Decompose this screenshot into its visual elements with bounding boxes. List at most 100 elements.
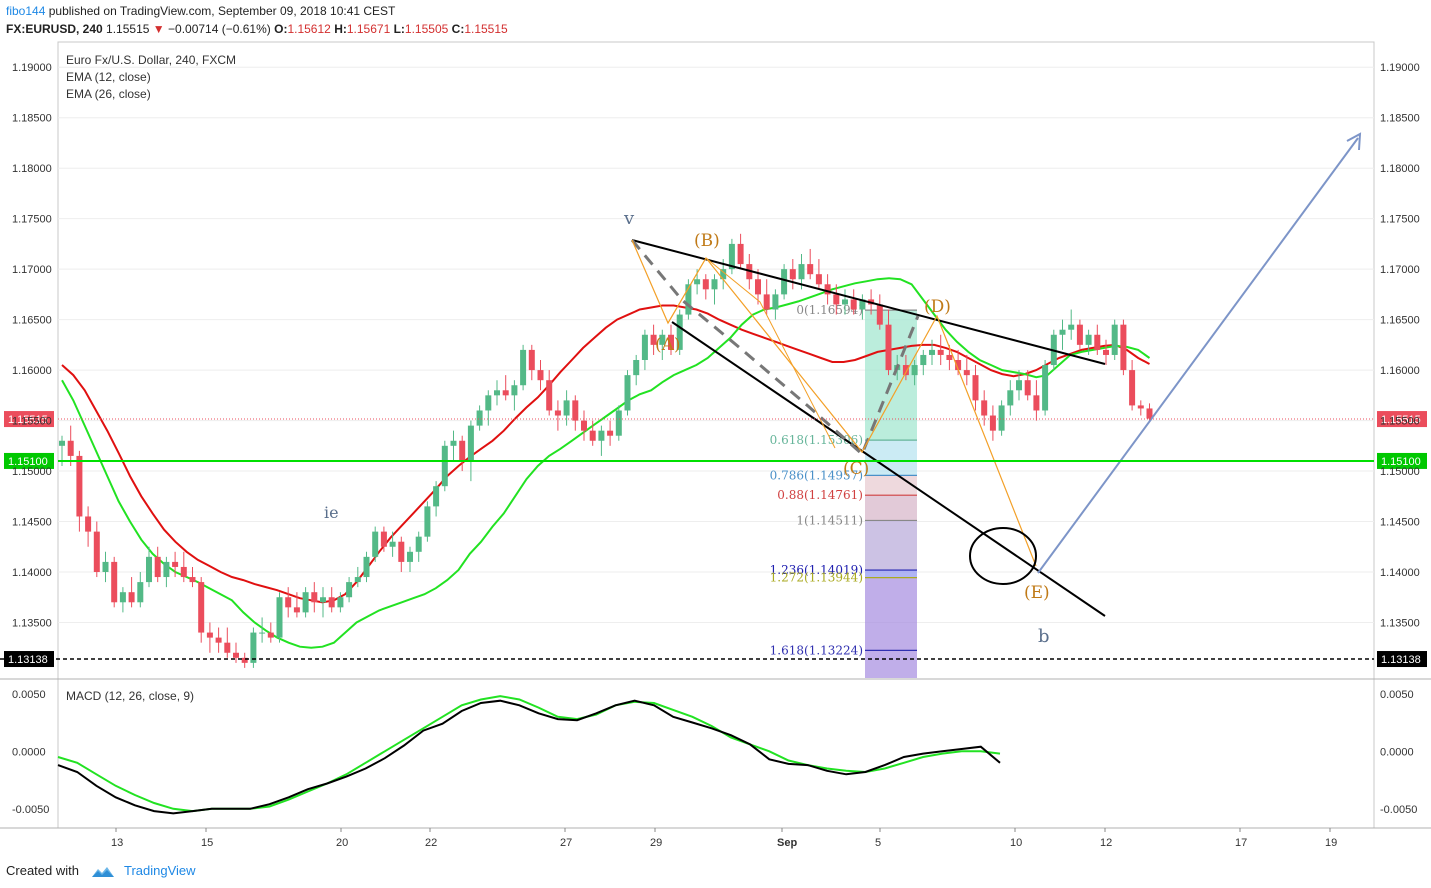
macd-y-tick-left: 0.0000 xyxy=(12,746,46,758)
candle-body xyxy=(711,279,718,290)
candle-body xyxy=(702,279,709,290)
y-tick-left: 1.14000 xyxy=(12,567,52,579)
candle-body xyxy=(59,440,65,446)
macd-y-tick-left: 0.0050 xyxy=(12,689,46,701)
candle-body xyxy=(267,632,274,638)
macd-main-line xyxy=(57,699,1001,815)
candle-body xyxy=(763,294,770,310)
candle-body xyxy=(511,385,518,396)
y-tick-right: 1.15000 xyxy=(1380,466,1420,478)
candle-body xyxy=(467,425,474,461)
candle-body xyxy=(1033,395,1040,411)
x-tick-label: Sep xyxy=(777,837,797,849)
candle-body xyxy=(450,440,457,446)
fib-zone xyxy=(865,577,917,651)
tradingview-link[interactable]: TradingView xyxy=(124,863,196,878)
x-tick-label: 10 xyxy=(1010,837,1022,849)
candle-body xyxy=(929,349,935,355)
wave-label: (A) xyxy=(655,335,681,355)
candle-body xyxy=(102,561,109,572)
high-value: 1.15671 xyxy=(346,22,391,36)
fib-level-label: 0.88(1.14761) xyxy=(777,488,863,502)
candle-body xyxy=(146,556,152,583)
ema12-series-line xyxy=(61,277,1151,649)
candle-body xyxy=(1059,329,1066,335)
candle-body xyxy=(728,243,735,270)
y-tick-right: 1.18000 xyxy=(1380,163,1420,175)
wave-label: v xyxy=(623,208,635,229)
candle-body xyxy=(1076,324,1083,345)
low-badge-right: 1.13138 xyxy=(1381,654,1421,666)
candle-body xyxy=(1137,405,1144,409)
support-badge-left: 1.15100 xyxy=(8,456,48,468)
projection-arrow-line xyxy=(1037,137,1359,574)
footer: Created with TradingView xyxy=(0,852,1431,888)
fib-level-label: 1.236(1.14019) xyxy=(770,563,863,577)
low-badge-left-bg xyxy=(4,651,54,668)
y-tick-right: 1.17000 xyxy=(1380,264,1420,276)
candle-body xyxy=(650,334,657,345)
candle-body xyxy=(859,299,866,310)
candle-body xyxy=(433,486,440,507)
y-tick-left: 1.13500 xyxy=(12,617,52,629)
candle-body xyxy=(85,516,92,532)
macd-y-tick-right: -0.0050 xyxy=(1380,804,1417,816)
candle-body xyxy=(259,632,266,634)
candle-body xyxy=(1007,390,1014,406)
candle-body xyxy=(372,531,379,557)
low-label: L: xyxy=(393,22,405,36)
low-value: 1.15505 xyxy=(404,22,449,36)
macd-pane-frame xyxy=(57,678,1375,829)
candle-body xyxy=(276,597,283,638)
candle-body xyxy=(911,365,918,376)
wave-label: (E) xyxy=(1024,583,1050,603)
created-with-text: Created with xyxy=(6,863,79,878)
candle-body xyxy=(233,652,239,658)
candle-body xyxy=(494,390,500,396)
x-tick-label: 27 xyxy=(560,837,572,849)
chart-canvas[interactable]: 0(1.16594)0.618(1.15306)0.786(1.14957)0.… xyxy=(0,40,1431,852)
candle-body xyxy=(354,577,361,583)
wave-label: b xyxy=(1038,626,1050,647)
candle-body xyxy=(363,556,370,578)
fib-level-label: 1.272(1.13944) xyxy=(770,571,863,585)
y-tick-right: 1.14000 xyxy=(1380,567,1420,579)
candle-body xyxy=(789,269,796,280)
support-badge-left-bg xyxy=(4,452,54,469)
candle-body xyxy=(380,531,387,547)
candle-body xyxy=(885,324,892,371)
candle-body xyxy=(833,294,840,305)
y-tick-left: 1.16000 xyxy=(12,365,52,377)
candle-body xyxy=(1042,365,1049,411)
candle-body xyxy=(241,657,248,663)
x-tick-label: 17 xyxy=(1235,837,1247,849)
candle-body xyxy=(1024,380,1031,396)
ema26-legend: EMA (26, close) xyxy=(66,87,151,101)
candle-body xyxy=(407,551,413,562)
low-badge-right-bg xyxy=(1377,651,1427,668)
candle-body xyxy=(67,440,74,456)
publish-line: fibo144 published on TradingView.com, Se… xyxy=(6,4,395,18)
fib-zone xyxy=(865,570,917,578)
candle-body xyxy=(415,536,422,552)
macd-y-tick-right: 0.0050 xyxy=(1380,689,1414,701)
candle-body xyxy=(641,334,648,360)
candle-body xyxy=(668,334,674,350)
candle-body xyxy=(615,410,622,436)
y-tick-right: 1.16500 xyxy=(1380,315,1420,327)
candle-body xyxy=(581,420,587,431)
candle-body xyxy=(311,592,318,603)
candle-body xyxy=(824,284,831,295)
candle-body xyxy=(981,400,988,416)
candle-body xyxy=(476,410,483,426)
upper-trendline xyxy=(631,239,1106,365)
low-badge-left: 1.13138 xyxy=(8,654,48,666)
candle-body xyxy=(1085,334,1092,345)
candle-body xyxy=(337,597,344,608)
author-link[interactable]: fibo144 xyxy=(6,4,46,18)
ema12-legend: EMA (12, close) xyxy=(66,70,151,84)
macd-signal-line xyxy=(57,695,1001,813)
y-tick-left: 1.17000 xyxy=(12,264,52,276)
candle-body xyxy=(128,592,135,603)
price-change: −0.00714 (−0.61%) xyxy=(168,22,271,36)
